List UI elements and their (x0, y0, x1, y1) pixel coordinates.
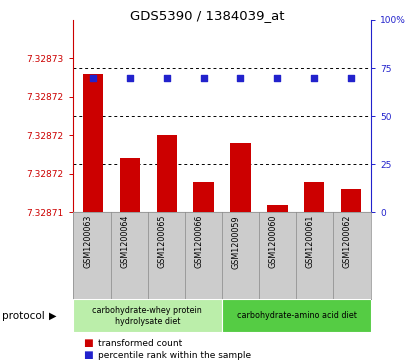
Text: GSM1200066: GSM1200066 (195, 215, 204, 268)
Point (237, 75, 244, 81)
Point (274, 75, 281, 81)
Bar (222, 299, 371, 332)
Point (127, 75, 133, 81)
Bar (156, 135, 177, 212)
Bar (73, 299, 222, 332)
Text: ■: ■ (83, 338, 93, 348)
Point (311, 75, 317, 81)
Text: ■: ■ (83, 350, 93, 360)
Text: GSM1200060: GSM1200060 (269, 215, 277, 268)
Text: GSM1200064: GSM1200064 (121, 215, 130, 268)
Point (164, 75, 170, 81)
Bar (230, 143, 251, 212)
Bar (120, 159, 140, 212)
Text: GSM1200061: GSM1200061 (305, 215, 314, 268)
Bar (193, 182, 214, 212)
Bar (267, 205, 288, 212)
Text: GSM1200059: GSM1200059 (232, 215, 240, 269)
Text: carbohydrate-whey protein
hydrolysate diet: carbohydrate-whey protein hydrolysate di… (93, 306, 202, 326)
Text: GSM1200062: GSM1200062 (342, 215, 351, 269)
Text: GSM1200065: GSM1200065 (158, 215, 167, 269)
Bar (83, 74, 103, 212)
Bar (304, 182, 325, 212)
Point (200, 75, 207, 81)
Point (90, 75, 96, 81)
Text: percentile rank within the sample: percentile rank within the sample (98, 351, 251, 359)
Point (348, 75, 354, 81)
Bar (341, 189, 361, 212)
Text: transformed count: transformed count (98, 339, 182, 347)
Text: GDS5390 / 1384039_at: GDS5390 / 1384039_at (130, 9, 285, 22)
Text: ▶: ▶ (49, 311, 56, 321)
Text: carbohydrate-amino acid diet: carbohydrate-amino acid diet (237, 311, 356, 320)
Text: protocol: protocol (2, 311, 45, 321)
Text: GSM1200063: GSM1200063 (84, 215, 93, 268)
